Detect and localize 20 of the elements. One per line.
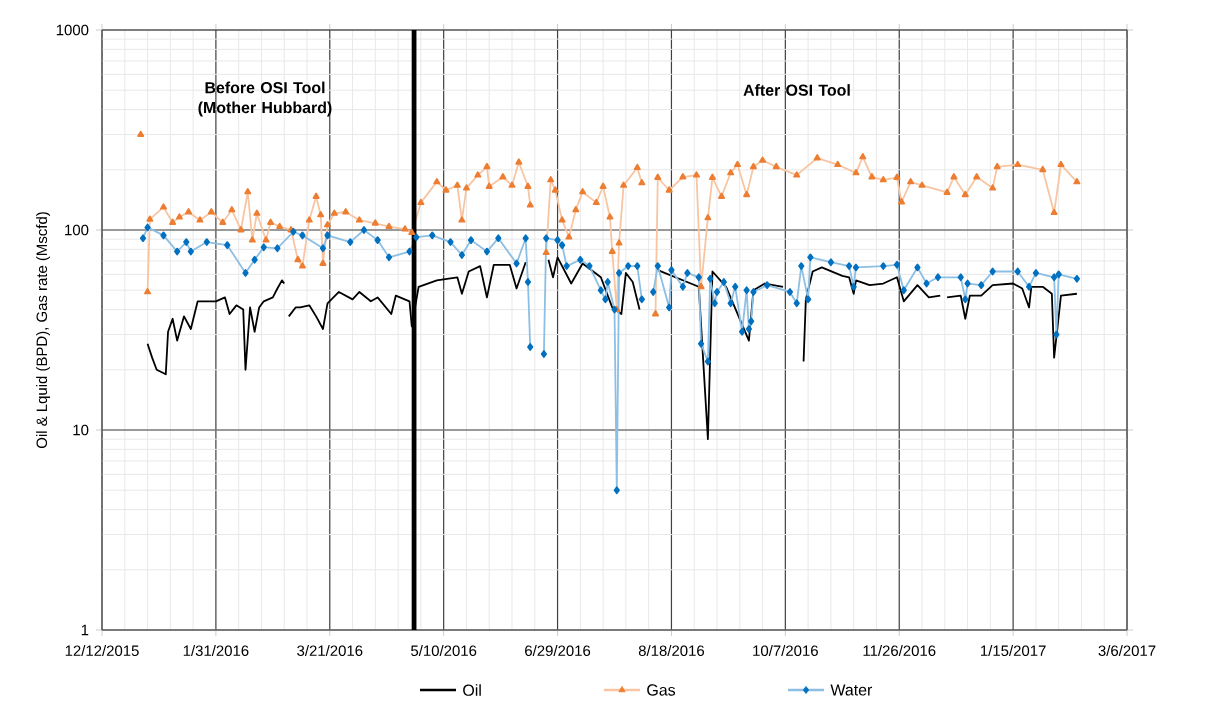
- y-tick-label: 1000: [56, 24, 89, 36]
- x-tick-label: 12/12/2015: [65, 645, 139, 657]
- legend-label: Water: [830, 684, 873, 696]
- annotation: Before OSI Tool (Mother Hubbard): [198, 81, 332, 117]
- y-tick-label: 10: [73, 424, 89, 436]
- x-tick-label: 5/10/2016: [411, 645, 477, 657]
- y-tick-label: 1: [81, 624, 89, 636]
- x-tick-label: 3/21/2016: [297, 645, 363, 657]
- legend-label: Gas: [647, 684, 676, 696]
- y-axis-title: Oil & Lquid (BPD), Gas rate (Mscfd): [36, 212, 51, 449]
- legend-label: Oil: [463, 684, 481, 696]
- y-tick-label: 100: [65, 224, 89, 236]
- x-tick-label: 11/26/2016: [863, 645, 936, 657]
- x-tick-label: 8/18/2016: [638, 645, 705, 657]
- x-tick-label: 1/31/2016: [183, 645, 249, 657]
- x-tick-label: 1/15/2017: [981, 645, 1046, 657]
- annotation: After OSI Tool: [743, 84, 850, 96]
- x-tick-label: 10/7/2016: [753, 645, 818, 657]
- x-tick-label: 3/6/2017: [1098, 645, 1156, 657]
- x-tick-label: 6/29/2016: [525, 645, 591, 657]
